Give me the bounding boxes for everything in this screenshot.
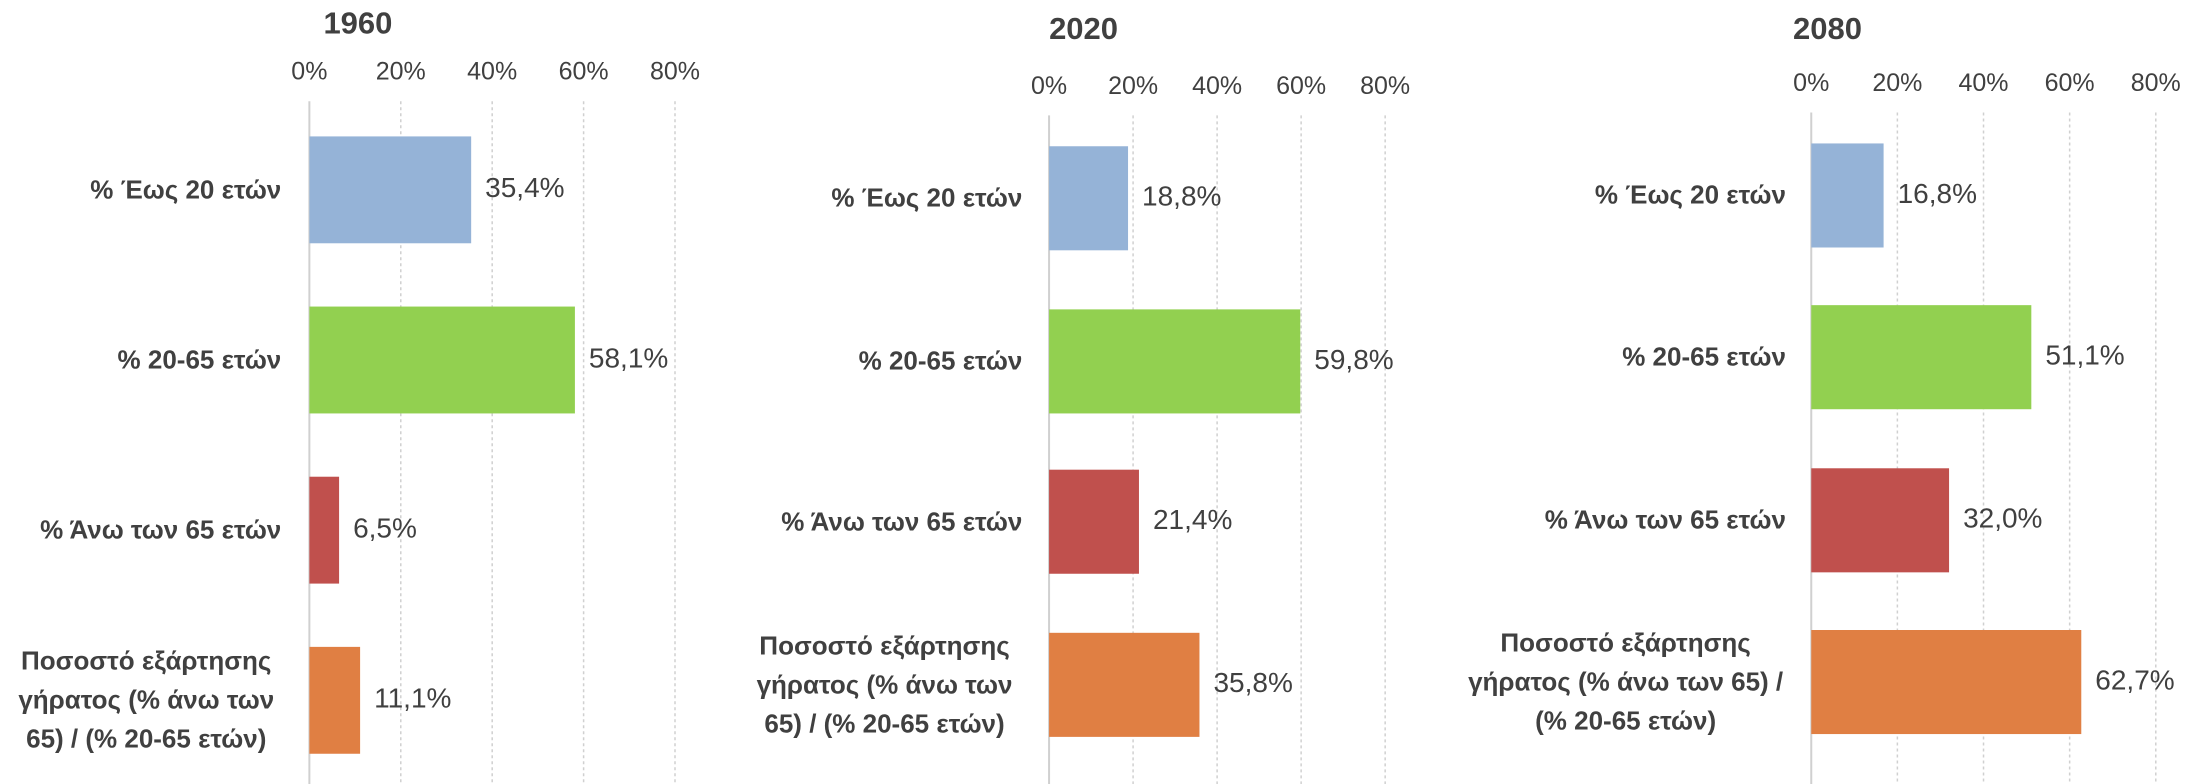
bar (309, 646, 361, 754)
x-tick-label: 80% (1360, 72, 1410, 100)
x-tick-label: 40% (1958, 69, 2008, 97)
x-tick-label: 0% (1031, 72, 1067, 100)
value-label: 59,8% (1314, 344, 1393, 375)
x-tick-label: 40% (1192, 72, 1242, 100)
category-label: % 20-65 ετών (1622, 341, 1786, 372)
bar (1049, 632, 1200, 737)
value-label: 58,1% (589, 342, 668, 373)
category-label: Ποσοστό εξάρτησης γήρατος (% άνω των 65)… (18, 645, 275, 754)
value-label: 11,1% (374, 683, 451, 714)
category-label: % Έως 20 ετών (831, 182, 1023, 213)
value-label: 51,1% (2045, 340, 2124, 371)
x-tick-label: 80% (2131, 69, 2181, 97)
x-tick-label: 80% (650, 58, 700, 86)
category-label: Ποσοστό εξάρτησης γήρατος (% άνω των 65)… (1468, 627, 1784, 736)
category-label: % Έως 20 ετών (90, 174, 282, 205)
chart-title: 2020 (1049, 11, 1118, 46)
bar (309, 476, 340, 584)
category-label: % Άνω των 65 ετών (1544, 504, 1786, 535)
x-tick-label: 20% (1108, 72, 1158, 100)
category-label: % Άνω των 65 ετών (40, 514, 282, 545)
value-label: 35,8% (1213, 667, 1292, 698)
x-tick-label: 0% (291, 58, 327, 86)
chart-title: 2080 (1793, 11, 1862, 46)
bar (1811, 305, 2032, 410)
category-label: % 20-65 ετών (858, 345, 1023, 376)
value-label: 62,7% (2095, 664, 2174, 695)
bar (309, 306, 575, 414)
x-tick-label: 60% (2045, 69, 2095, 97)
x-tick-label: 60% (1276, 72, 1326, 100)
bar (1049, 146, 1129, 251)
bar (1811, 630, 2082, 735)
x-tick-label: 40% (467, 58, 517, 86)
value-label: 18,8% (1142, 181, 1221, 212)
value-label: 6,5% (353, 513, 417, 544)
bar (1811, 468, 1950, 573)
bar (1049, 469, 1139, 574)
category-label: % 20-65 ετών (117, 344, 282, 375)
bar (1811, 143, 1884, 248)
bar (309, 136, 472, 244)
x-tick-label: 20% (376, 58, 426, 86)
value-label: 16,8% (1898, 178, 1977, 209)
category-label: Ποσοστό εξάρτησης γήρατος (% άνω των 65)… (756, 630, 1013, 739)
x-tick-label: 20% (1872, 69, 1922, 97)
chart-title: 1960 (323, 6, 392, 41)
value-label: 35,4% (485, 172, 564, 203)
x-tick-label: 60% (559, 58, 609, 86)
category-label: % Έως 20 ετών (1594, 179, 1786, 210)
x-tick-label: 0% (1793, 69, 1829, 97)
value-label: 32,0% (1963, 503, 2042, 534)
bar (1049, 309, 1301, 414)
value-label: 21,4% (1153, 504, 1232, 535)
category-label: % Άνω των 65 ετών (781, 506, 1023, 537)
